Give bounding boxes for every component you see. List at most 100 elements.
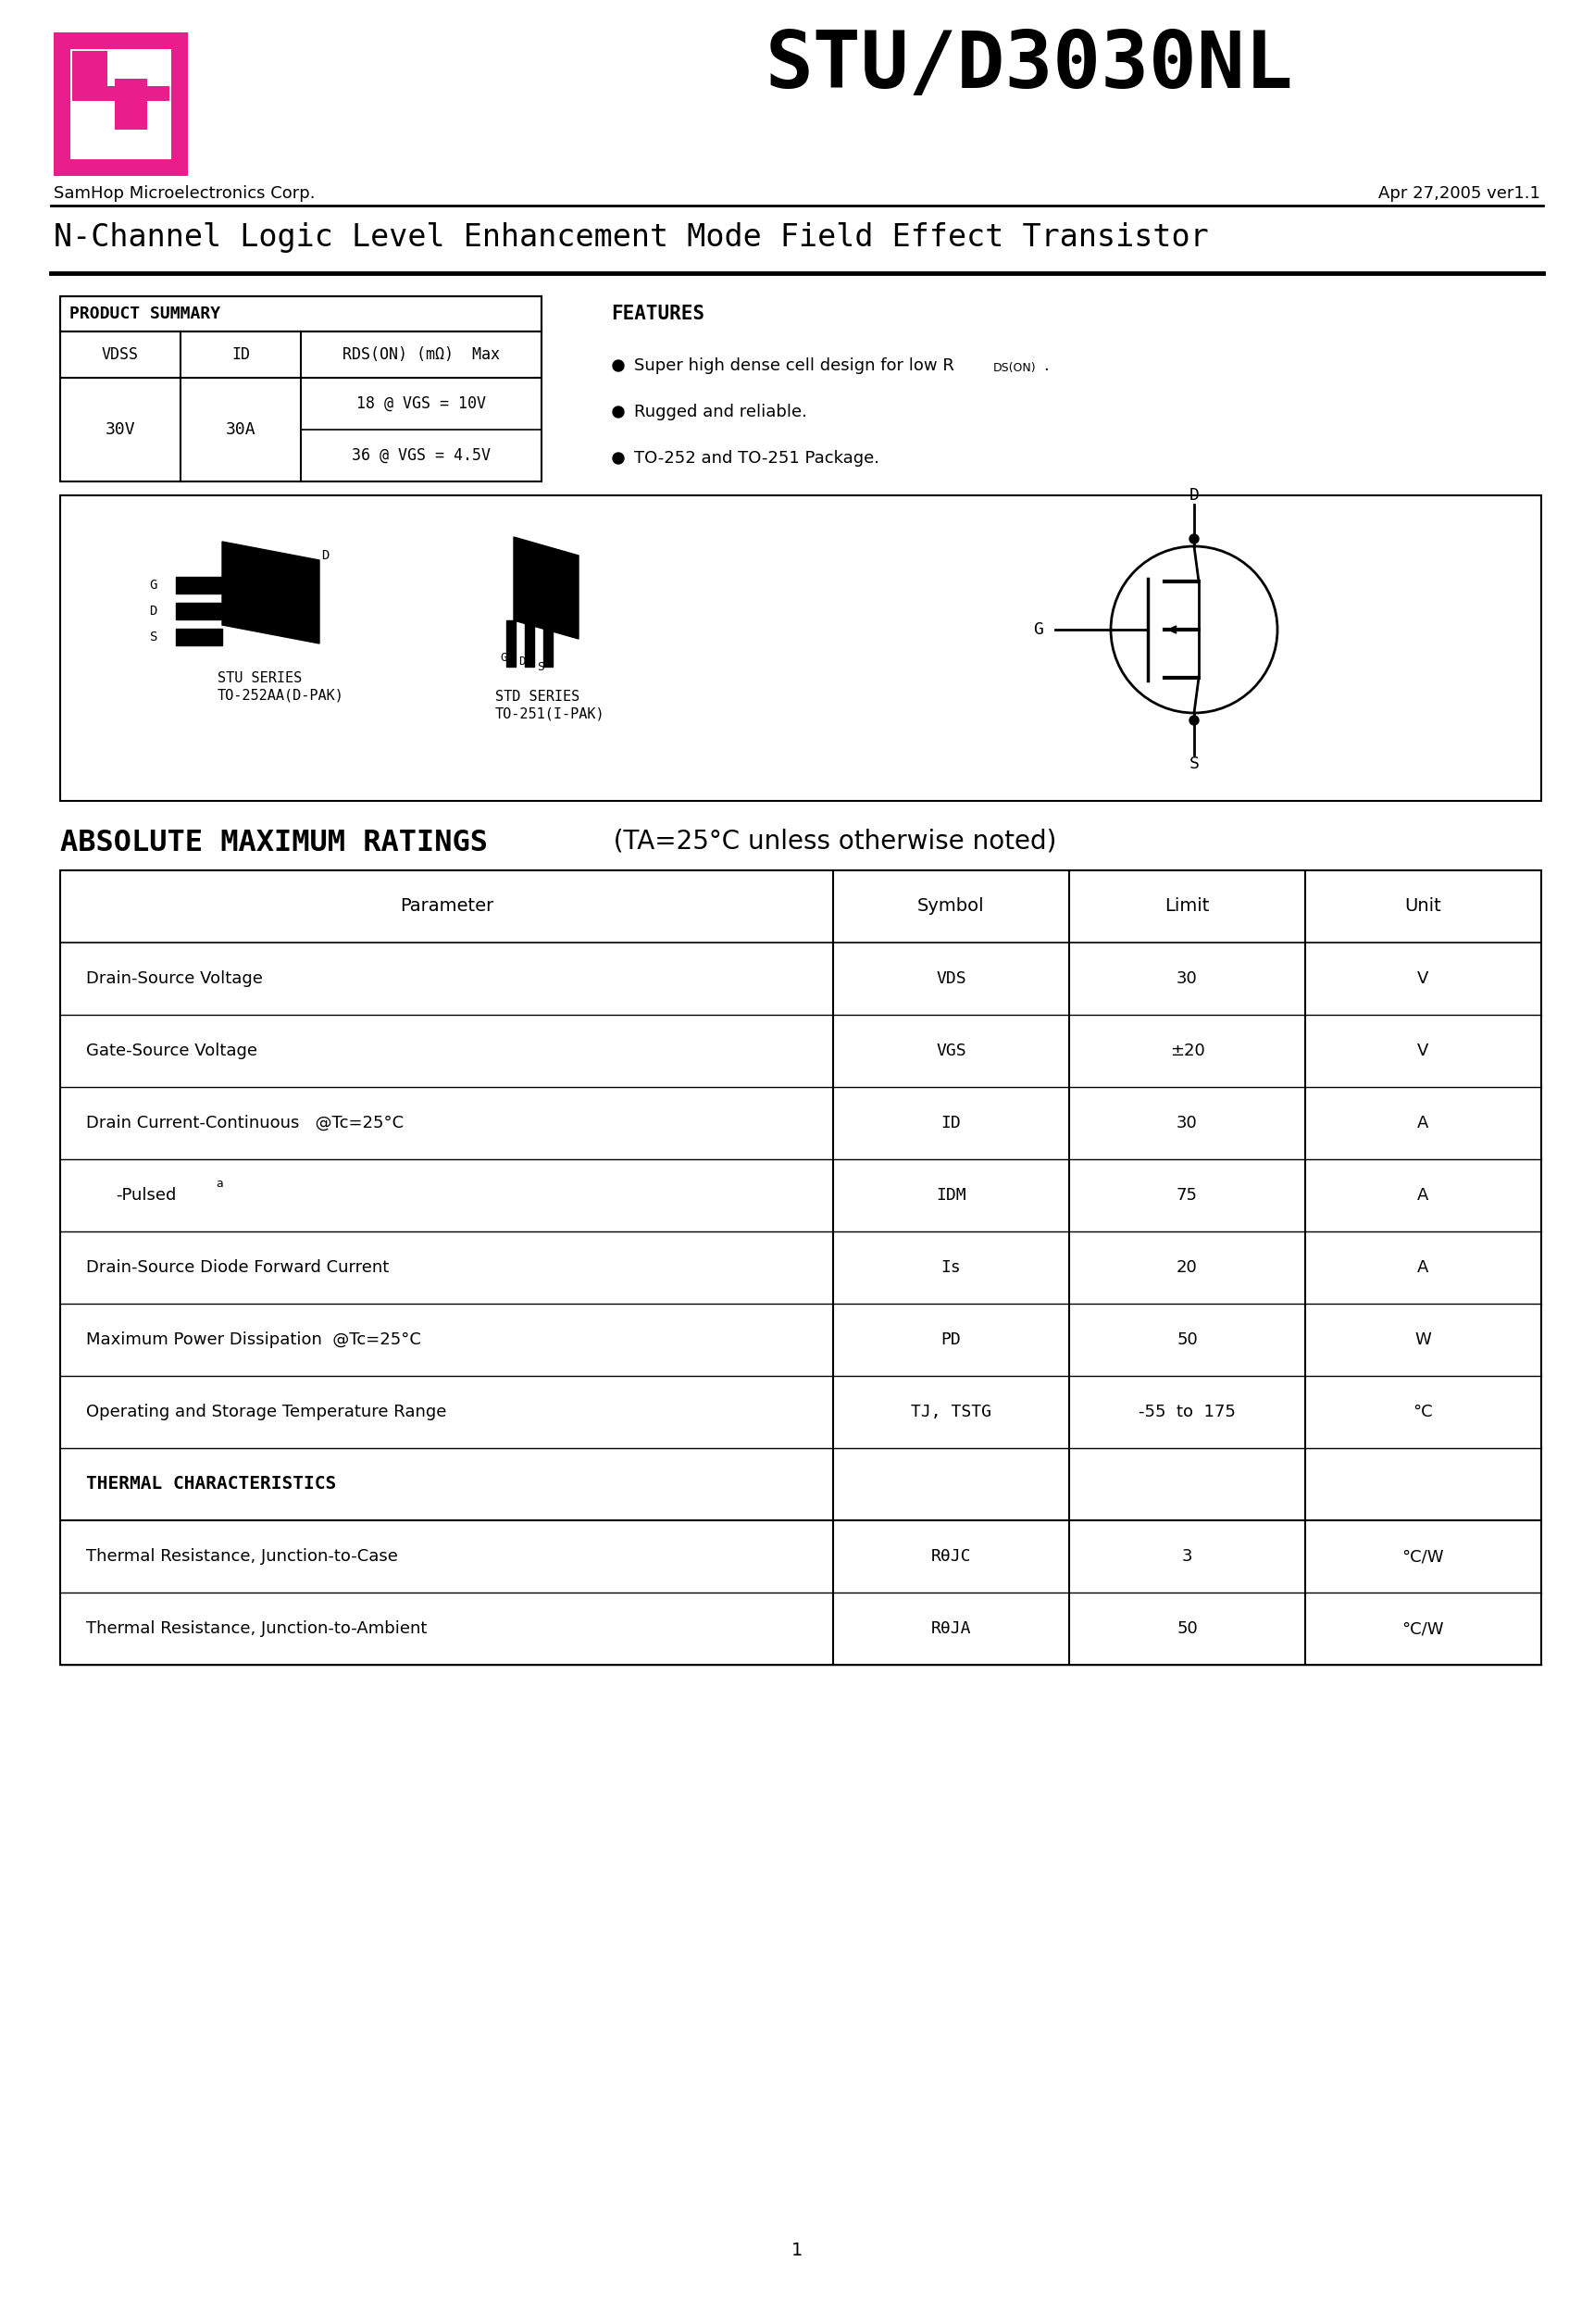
- Text: ±20: ±20: [1170, 1043, 1205, 1060]
- Text: D: D: [150, 604, 158, 618]
- Text: (TA=25°C unless otherwise noted): (TA=25°C unless otherwise noted): [598, 830, 1057, 855]
- Text: Is: Is: [940, 1260, 961, 1276]
- Text: Super high dense cell design for low R: Super high dense cell design for low R: [634, 358, 955, 374]
- Text: Rugged and reliable.: Rugged and reliable.: [634, 404, 807, 421]
- Bar: [54, 160, 188, 177]
- Text: VDS: VDS: [936, 971, 966, 988]
- Text: ID: ID: [940, 1116, 961, 1132]
- Text: 30: 30: [1176, 971, 1197, 988]
- Text: N-Channel Logic Level Enhancement Mode Field Effect Transistor: N-Channel Logic Level Enhancement Mode F…: [54, 223, 1208, 253]
- Text: D: D: [322, 548, 328, 562]
- Text: 30V: 30V: [105, 421, 135, 437]
- Text: Drain-Source Diode Forward Current: Drain-Source Diode Forward Current: [86, 1260, 389, 1276]
- Text: 1: 1: [791, 2240, 803, 2259]
- Text: Gate-Source Voltage: Gate-Source Voltage: [86, 1043, 257, 1060]
- Bar: [72, 51, 107, 100]
- Text: THERMAL CHARACTERISTICS: THERMAL CHARACTERISTICS: [86, 1476, 336, 1492]
- Text: .: .: [1042, 358, 1049, 374]
- Bar: [61, 495, 1541, 802]
- Circle shape: [612, 407, 623, 418]
- Text: Unit: Unit: [1404, 897, 1441, 916]
- Text: G: G: [501, 651, 507, 662]
- Text: TO-252AA(D-PAK): TO-252AA(D-PAK): [217, 688, 344, 702]
- Text: ABSOLUTE MAXIMUM RATINGS: ABSOLUTE MAXIMUM RATINGS: [61, 830, 488, 858]
- Text: S: S: [537, 660, 544, 672]
- Text: G: G: [1033, 621, 1044, 639]
- Text: RθJA: RθJA: [931, 1620, 971, 1636]
- Bar: [54, 33, 70, 177]
- Bar: [61, 295, 542, 332]
- Circle shape: [612, 360, 623, 372]
- Polygon shape: [544, 621, 553, 667]
- Text: S: S: [150, 630, 158, 644]
- Text: PRODUCT SUMMARY: PRODUCT SUMMARY: [70, 304, 220, 323]
- Text: Thermal Resistance, Junction-to-Ambient: Thermal Resistance, Junction-to-Ambient: [86, 1620, 427, 1636]
- Bar: [54, 33, 188, 49]
- Text: FEATURES: FEATURES: [611, 304, 705, 323]
- Text: A: A: [1417, 1116, 1428, 1132]
- Text: Apr 27,2005 ver1.1: Apr 27,2005 ver1.1: [1379, 186, 1540, 202]
- Text: S: S: [1189, 755, 1199, 772]
- Text: Operating and Storage Temperature Range: Operating and Storage Temperature Range: [86, 1404, 446, 1420]
- Text: 18 @ VGS = 10V: 18 @ VGS = 10V: [357, 395, 486, 411]
- Text: Thermal Resistance, Junction-to-Case: Thermal Resistance, Junction-to-Case: [86, 1548, 398, 1564]
- Text: Limit: Limit: [1165, 897, 1210, 916]
- Text: VDSS: VDSS: [102, 346, 139, 363]
- Text: 20: 20: [1176, 1260, 1197, 1276]
- Polygon shape: [175, 630, 222, 646]
- Text: STU SERIES: STU SERIES: [217, 672, 301, 686]
- Text: °C/W: °C/W: [1403, 1548, 1444, 1564]
- Circle shape: [612, 453, 623, 465]
- Text: V: V: [1417, 971, 1428, 988]
- Text: SamHop Microelectronics Corp.: SamHop Microelectronics Corp.: [54, 186, 316, 202]
- Text: 30: 30: [1176, 1116, 1197, 1132]
- Text: A: A: [1417, 1260, 1428, 1276]
- Polygon shape: [524, 621, 534, 667]
- Text: Drain-Source Voltage: Drain-Source Voltage: [86, 971, 263, 988]
- Text: PD: PD: [940, 1332, 961, 1348]
- Text: VGS: VGS: [936, 1043, 966, 1060]
- Text: 75: 75: [1176, 1188, 1197, 1204]
- Text: 50: 50: [1176, 1620, 1197, 1636]
- Bar: [171, 33, 188, 177]
- Bar: [72, 86, 169, 100]
- Text: W: W: [1415, 1332, 1431, 1348]
- Bar: [61, 872, 1541, 1664]
- Text: STD SERIES: STD SERIES: [496, 690, 580, 704]
- Text: RθJC: RθJC: [931, 1548, 971, 1564]
- Text: 36 @ VGS = 4.5V: 36 @ VGS = 4.5V: [352, 446, 491, 465]
- Text: °C: °C: [1414, 1404, 1433, 1420]
- Polygon shape: [175, 576, 222, 593]
- Circle shape: [1189, 535, 1199, 544]
- Polygon shape: [222, 541, 319, 644]
- Text: RDS(ON) (mΩ)  Max: RDS(ON) (mΩ) Max: [343, 346, 501, 363]
- Text: TO-251(I-PAK): TO-251(I-PAK): [496, 706, 606, 720]
- Text: 30A: 30A: [226, 421, 255, 437]
- Text: -55  to  175: -55 to 175: [1138, 1404, 1235, 1420]
- Bar: [61, 332, 542, 379]
- Text: TJ, TSTG: TJ, TSTG: [910, 1404, 991, 1420]
- Text: IDM: IDM: [936, 1188, 966, 1204]
- Polygon shape: [175, 602, 222, 621]
- Polygon shape: [507, 621, 515, 667]
- Text: TO-252 and TO-251 Package.: TO-252 and TO-251 Package.: [634, 451, 880, 467]
- Text: 3: 3: [1181, 1548, 1192, 1564]
- Text: Parameter: Parameter: [400, 897, 494, 916]
- Text: 50: 50: [1176, 1332, 1197, 1348]
- Circle shape: [1189, 716, 1199, 725]
- Text: D: D: [518, 655, 526, 667]
- Text: °C/W: °C/W: [1403, 1620, 1444, 1636]
- Text: a: a: [215, 1178, 223, 1190]
- Text: STU/D3030NL: STU/D3030NL: [765, 28, 1293, 105]
- Bar: [61, 295, 542, 481]
- Polygon shape: [513, 537, 579, 639]
- Text: Drain Current-Continuous   @Tc=25°C: Drain Current-Continuous @Tc=25°C: [86, 1116, 403, 1132]
- Text: Maximum Power Dissipation  @Tc=25°C: Maximum Power Dissipation @Tc=25°C: [86, 1332, 421, 1348]
- Text: D: D: [1189, 488, 1199, 504]
- Text: G: G: [150, 579, 158, 593]
- Text: V: V: [1417, 1043, 1428, 1060]
- Bar: [115, 79, 147, 130]
- Text: DS(ON): DS(ON): [993, 363, 1036, 374]
- Text: Symbol: Symbol: [918, 897, 985, 916]
- Text: -Pulsed: -Pulsed: [116, 1188, 177, 1204]
